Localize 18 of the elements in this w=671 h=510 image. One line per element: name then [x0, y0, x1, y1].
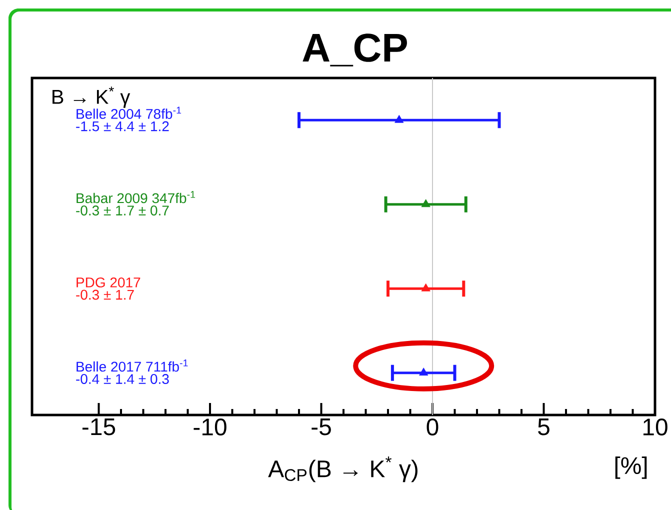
x-axis-title: A$_{CP}$(B → K$^{*}$ γ): [268, 456, 418, 482]
annotation: PDG 2017: [76, 277, 140, 288]
x-tick-label: -15: [82, 418, 116, 436]
annotation: -1.5 ± 4.4 ± 1.2: [76, 121, 169, 132]
annotation: B → K$^{*}$ γ: [52, 86, 130, 108]
annotation: -0.4 ± 1.4 ± 0.3: [76, 374, 169, 384]
text: [%]: [615, 456, 647, 479]
annotation: -0.3 ± 1.7 ± 0.7: [76, 206, 169, 216]
x-tick-label: 10: [643, 418, 668, 436]
chart-title: A_CP: [302, 34, 407, 66]
annotation: Babar 2009 347fb$^{-1}$: [76, 191, 196, 204]
x-tick-label: -10: [194, 418, 226, 436]
annotation: Belle 2017 711fb$^{-1}$: [76, 360, 188, 372]
x-tick-label: 5: [538, 418, 550, 436]
annotation: Belle 2004 78fb$^{-1}$: [76, 106, 182, 119]
x-tick-label: -5: [312, 418, 331, 436]
x-tick-label: 0: [426, 418, 438, 436]
annotation: -0.3 ± 1.7: [76, 290, 134, 300]
